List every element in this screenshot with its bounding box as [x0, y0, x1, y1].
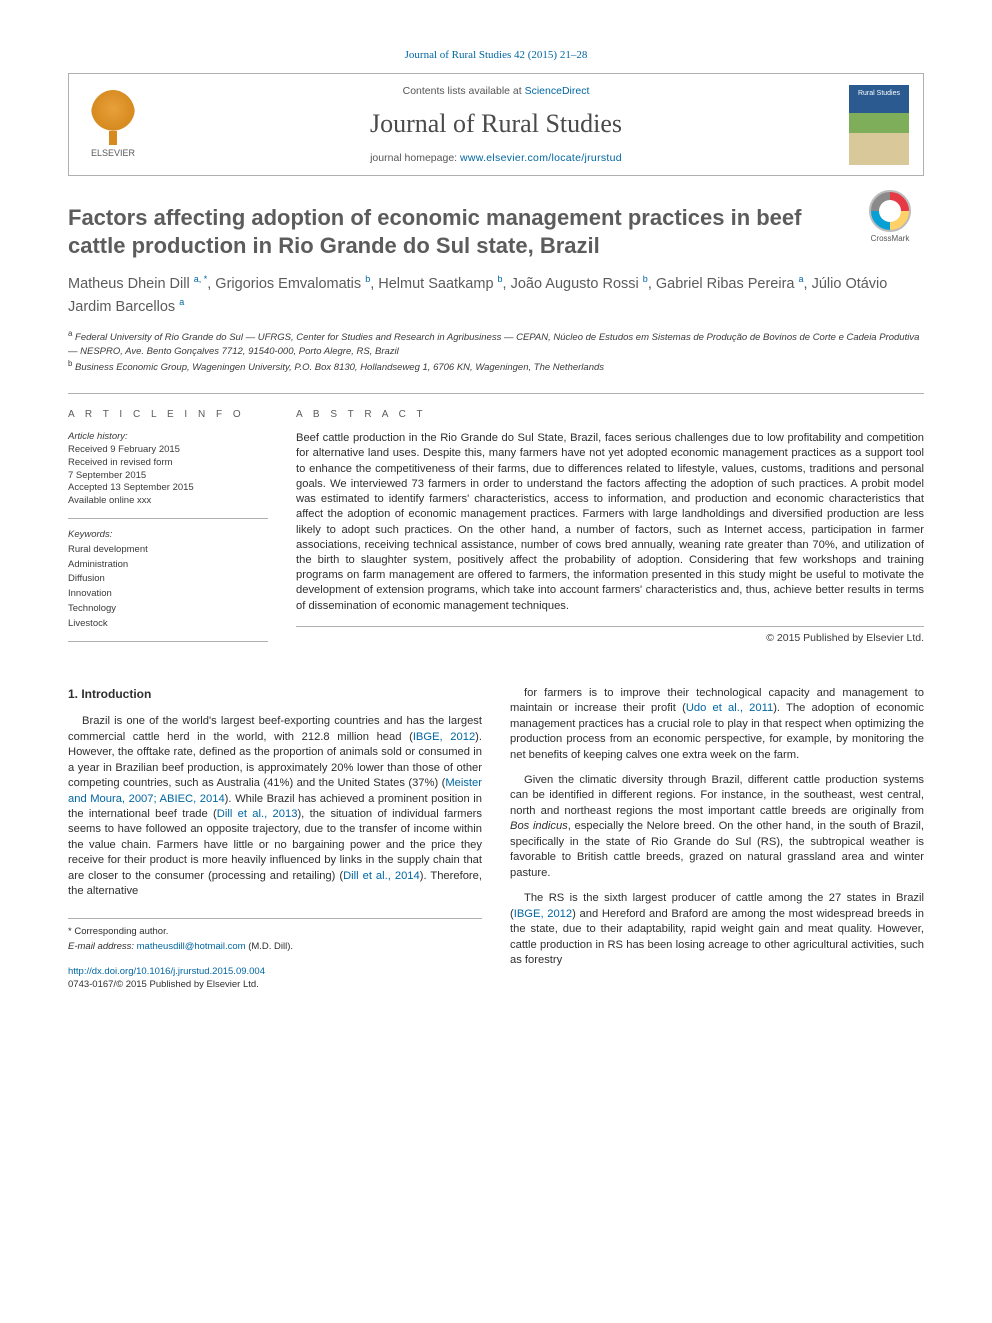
affiliation-line: b Business Economic Group, Wageningen Un…	[68, 358, 924, 374]
history-line: Accepted 13 September 2015	[68, 482, 268, 495]
article-title: Factors affecting adoption of economic m…	[68, 204, 924, 259]
abstract-heading: A B S T R A C T	[296, 408, 924, 422]
body-paragraph: for farmers is to improve their technolo…	[510, 686, 924, 763]
contents-prefix: Contents lists available at	[403, 85, 525, 97]
author-list: Matheus Dhein Dill a, *, Grigorios Emval…	[68, 273, 924, 318]
doi-link[interactable]: http://dx.doi.org/10.1016/j.jrurstud.201…	[68, 966, 265, 977]
body-paragraph: The RS is the sixth largest producer of …	[510, 891, 924, 968]
abstract-text: Beef cattle production in the Rio Grande…	[296, 431, 924, 627]
elsevier-label: ELSEVIER	[91, 147, 135, 159]
affiliation-line: a Federal University of Rio Grande do Su…	[68, 328, 924, 358]
body-col-left: 1. Introduction Brazil is one of the wor…	[68, 686, 482, 991]
journal-header-box: ELSEVIER Contents lists available at Sci…	[68, 73, 924, 176]
article-history-block: Article history: Received 9 February 201…	[68, 431, 268, 519]
section-heading-intro: 1. Introduction	[68, 686, 482, 703]
journal-name: Journal of Rural Studies	[157, 106, 835, 141]
journal-homepage-line: journal homepage: www.elsevier.com/locat…	[157, 151, 835, 165]
keyword-item: Administration	[68, 559, 268, 572]
history-label: Article history:	[68, 431, 128, 442]
journal-cover-thumb: Rural Studies	[849, 85, 909, 165]
history-line: Available online xxx	[68, 495, 268, 508]
elsevier-logo: ELSEVIER	[83, 90, 143, 160]
history-line: Received 9 February 2015	[68, 444, 268, 457]
keyword-item: Diffusion	[68, 573, 268, 586]
email-label: E-mail address:	[68, 941, 134, 952]
keyword-item: Innovation	[68, 588, 268, 601]
history-line: 7 September 2015	[68, 470, 268, 483]
journal-reference: Journal of Rural Studies 42 (2015) 21–28	[68, 48, 924, 63]
affiliations: a Federal University of Rio Grande do Su…	[68, 328, 924, 374]
body-paragraph: Given the climatic diversity through Bra…	[510, 773, 924, 881]
contents-lists-line: Contents lists available at ScienceDirec…	[157, 84, 835, 98]
crossmark-badge[interactable]: CrossMark	[860, 190, 920, 245]
issn-line: 0743-0167/© 2015 Published by Elsevier L…	[68, 979, 259, 990]
corresponding-author: * Corresponding author.	[68, 925, 482, 938]
cover-label: Rural Studies	[858, 89, 900, 98]
abstract-copyright: © 2015 Published by Elsevier Ltd.	[296, 631, 924, 645]
body-paragraph: Brazil is one of the world's largest bee…	[68, 714, 482, 899]
homepage-link[interactable]: www.elsevier.com/locate/jrurstud	[460, 152, 622, 164]
keywords-label: Keywords:	[68, 529, 112, 540]
email-link[interactable]: matheusdill@hotmail.com	[137, 941, 246, 952]
info-abstract-row: A R T I C L E I N F O Article history: R…	[68, 393, 924, 652]
sciencedirect-link[interactable]: ScienceDirect	[525, 85, 590, 97]
keywords-block: Keywords: Rural development Administratio…	[68, 529, 268, 642]
corresponding-footer: * Corresponding author. E-mail address: …	[68, 918, 482, 953]
doi-footer: http://dx.doi.org/10.1016/j.jrurstud.201…	[68, 965, 482, 991]
article-info-col: A R T I C L E I N F O Article history: R…	[68, 408, 268, 652]
crossmark-icon	[869, 190, 911, 232]
elsevier-tree-icon	[91, 90, 135, 138]
body-col-right: for farmers is to improve their technolo…	[510, 686, 924, 991]
article-info-heading: A R T I C L E I N F O	[68, 408, 268, 422]
keyword-item: Rural development	[68, 544, 268, 557]
email-line: E-mail address: matheusdill@hotmail.com …	[68, 940, 482, 953]
homepage-prefix: journal homepage:	[370, 152, 460, 164]
keyword-item: Technology	[68, 603, 268, 616]
keyword-item: Livestock	[68, 618, 268, 631]
body-columns: 1. Introduction Brazil is one of the wor…	[68, 686, 924, 991]
crossmark-label: CrossMark	[860, 234, 920, 245]
history-line: Received in revised form	[68, 457, 268, 470]
abstract-col: A B S T R A C T Beef cattle production i…	[296, 408, 924, 652]
email-author-name: (M.D. Dill).	[248, 941, 293, 952]
